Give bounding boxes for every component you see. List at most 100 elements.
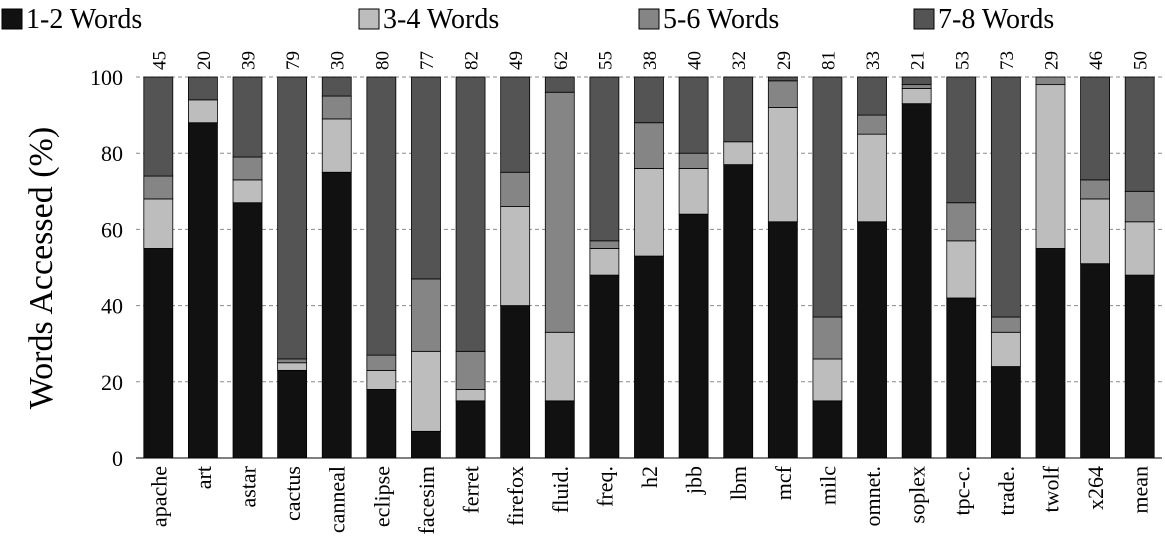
bar-top-label: 53 [952,51,973,70]
x-tick-label: facesim [414,466,439,534]
bar-top-label: 30 [328,51,349,70]
x-tick-label: fluid. [548,466,573,513]
x-tick-label: x264 [1083,466,1108,510]
bar-top-label: 73 [997,51,1018,70]
bar-trade-5-6-words [990,316,1021,333]
bar-twolf-5-6-words [1035,76,1066,86]
bar-facesim-5-6-words [411,278,441,352]
x-tick-label: ferret [459,466,484,514]
y-tick-label: 40 [101,294,123,319]
bar-eclipse-7-8-words [366,76,397,356]
bar-top-label: 80 [372,51,393,70]
bar-astar-1-2-words [232,202,263,459]
bar-top-label: 38 [640,51,661,70]
bar-milc-5-6-words [812,316,843,360]
bar-x264-3-4-words [1080,198,1110,265]
bar-top-labels: 45 20 39 79 30 80 77 82 49 62 55 38 40 32 29 81 33 21 53 73… [149,51,1151,70]
bar-milc-1-2-words [812,400,843,459]
bar-soplex-1-2-words [901,103,932,459]
x-tick-label: twolf [1038,465,1063,512]
bar-apache-7-8-words [143,76,174,177]
bar-mean-7-8-words [1124,76,1155,192]
bar-x264-5-6-words [1080,179,1110,200]
bar-lbm-3-4-words [723,141,754,166]
x-tick-label: soplex [905,466,930,523]
y-tick-label: 0 [112,446,123,471]
bar-astar-3-4-words [232,179,263,204]
bar-ferret-5-6-words [455,350,486,390]
bar-freq-1-2-words [589,274,620,459]
y-tick-label: 60 [101,217,123,242]
legend-swatch-7-8-words [913,8,935,30]
bar-apache-1-2-words [143,248,174,459]
bar-tpc-c-1-2-words [946,297,977,459]
x-tick-label: tpc-c. [949,466,974,515]
legend-swatch-3-4-words [358,8,380,30]
bar-ferret-7-8-words [455,76,486,352]
bar-tpc-c-7-8-words [946,76,977,204]
bar-top-label: 49 [506,51,527,70]
bar-trade-7-8-words [990,76,1021,318]
bar-mcf-5-6-words [767,80,798,108]
x-tick-label: milc [815,466,840,505]
bar-cactus-3-4-words [277,362,308,371]
x-tick-label: h2 [637,466,662,488]
bar-top-label: 79 [283,51,304,70]
bar-twolf-3-4-words [1035,84,1066,249]
bar-top-label: 45 [149,51,170,70]
bar-firefox-7-8-words [500,76,531,173]
x-tick-label: freq. [592,466,617,507]
x-tick-label: astar [236,465,261,507]
x-axis-tick-labels: apache art astar cactus canneal eclipse facesi… [146,465,1152,534]
bar-freq-5-6-words [589,240,620,249]
bar-art-3-4-words [188,99,218,124]
bar-fluid-3-4-words [544,331,575,402]
bar-soplex-7-8-words [901,76,932,86]
bar-jbb-5-6-words [678,152,709,169]
bar-mean-5-6-words [1124,190,1155,223]
x-tick-label: omnet. [860,466,885,527]
bar-twolf-1-2-words [1035,248,1066,459]
bar-jbb-1-2-words [678,213,709,459]
x-tick-label: trade. [994,466,1019,515]
y-axis-ticks: 0 20 40 60 80 100 [90,65,123,471]
bar-omnet-3-4-words [857,133,887,223]
bar-trade-1-2-words [990,366,1021,459]
bar-h2-5-6-words [634,122,664,169]
bar-omnet-7-8-words [857,76,887,116]
bar-top-label: 55 [595,51,616,70]
bar-top-label: 46 [1086,51,1107,70]
legend-label-7-8-words: 7-8 Words [938,4,1054,35]
x-tick-label: eclipse [369,466,394,527]
bar-top-label: 62 [551,51,572,70]
bar-h2-3-4-words [634,168,664,257]
bar-lbm-7-8-words [723,76,754,143]
bar-milc-7-8-words [812,76,843,318]
x-tick-label: apache [146,466,171,527]
x-tick-label: firefox [503,466,528,526]
x-tick-label: mcf [771,465,796,500]
bar-top-label: 20 [194,51,215,70]
legend-swatch-5-6-words [638,8,660,30]
bar-freq-7-8-words [589,76,620,242]
bar-apache-5-6-words [143,175,174,200]
bar-x264-1-2-words [1080,263,1110,459]
bar-eclipse-1-2-words [366,389,397,459]
bar-top-label: 40 [685,51,706,70]
x-tick-label: art [191,466,216,489]
bar-mcf-1-2-words [767,221,798,459]
bar-mcf-3-4-words [767,107,798,223]
bar-firefox-5-6-words [500,171,531,207]
y-tick-label: 100 [90,65,123,90]
bar-facesim-3-4-words [411,350,441,432]
bar-fluid-1-2-words [544,400,575,459]
bars [143,76,1155,459]
bar-tpc-c-3-4-words [946,240,977,299]
bar-canneal-7-8-words [321,76,352,97]
bar-ferret-1-2-words [455,400,486,459]
bar-astar-7-8-words [232,76,263,158]
bar-ferret-3-4-words [455,389,486,402]
y-tick-label: 80 [101,141,123,166]
bar-top-label: 81 [818,51,839,70]
